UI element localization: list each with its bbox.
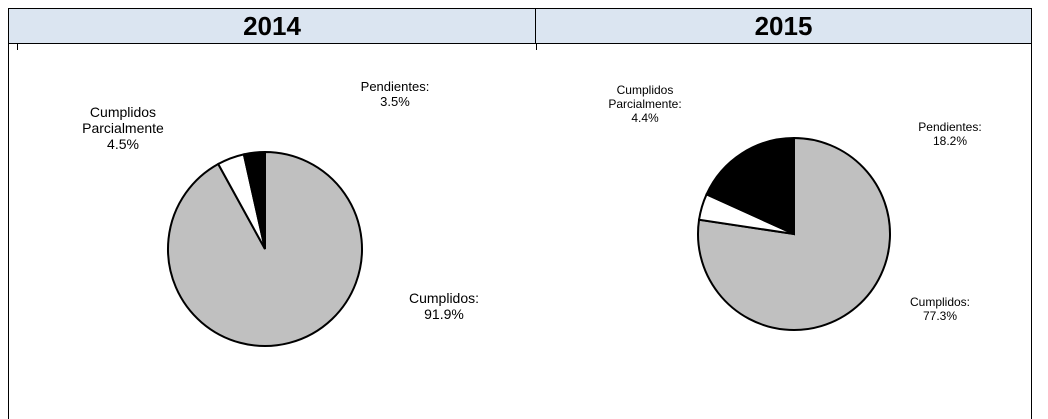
label-2014-cumplidos: Cumplidos: 91.9% — [408, 290, 480, 323]
label-2015-pendientes: Pendientes: 18.2% — [918, 120, 982, 148]
label-2014-pendientes: Pendientes: 3.5% — [360, 79, 430, 109]
pie-chart-2015 — [697, 136, 891, 331]
header-2014: 2014 — [8, 8, 536, 44]
label-2015-parciales: Cumplidos Parcialmente: 4.4% — [608, 83, 682, 125]
slice-pendientes — [242, 150, 266, 250]
label-2014-parciales: Cumplidos Parcialmente 4.5% — [82, 104, 164, 153]
cell-tick-left — [17, 44, 18, 50]
cell-tick-right — [536, 44, 537, 50]
label-2015-cumplidos: Cumplidos: 77.3% — [909, 295, 971, 323]
slice-cumplidos — [697, 136, 891, 331]
header-2014-label: 2014 — [243, 10, 301, 41]
header-2015: 2015 — [536, 8, 1032, 44]
header-2015-label: 2015 — [754, 10, 813, 41]
pie-chart-2014 — [167, 150, 363, 347]
slice-pendientes — [705, 136, 795, 236]
